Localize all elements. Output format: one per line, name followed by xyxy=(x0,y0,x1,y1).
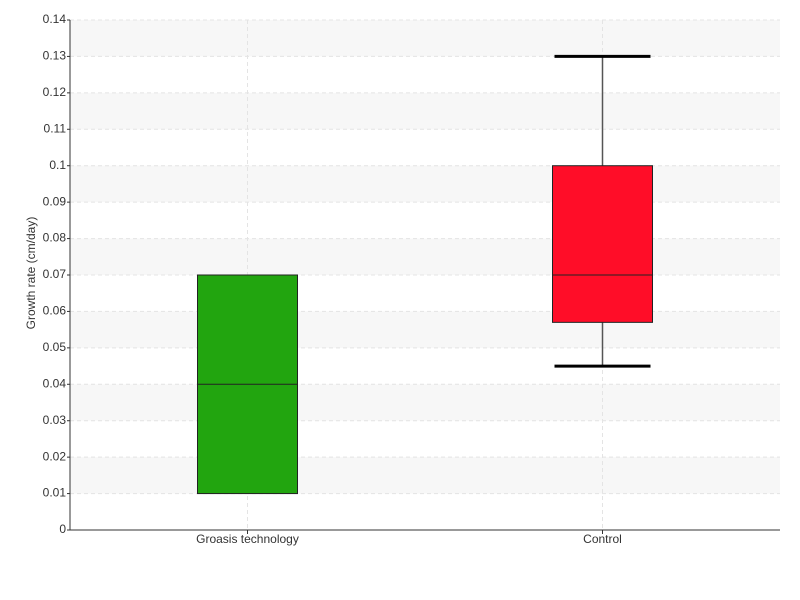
x-tick-label: Groasis technology xyxy=(196,532,299,546)
y-tick-label: 0.03 xyxy=(43,413,67,427)
grid-band xyxy=(70,311,780,348)
y-tick-label: 0 xyxy=(59,522,66,536)
y-tick-label: 0.12 xyxy=(43,85,67,99)
x-tick-label: Control xyxy=(583,532,622,546)
y-tick-label: 0.09 xyxy=(43,194,67,208)
y-tick-label: 0.07 xyxy=(43,267,67,281)
y-tick-label: 0.05 xyxy=(43,340,67,354)
grid-band xyxy=(70,20,780,57)
y-tick-label: 0.01 xyxy=(43,486,67,500)
y-axis-label: Growth rate (cm/day) xyxy=(24,217,38,330)
grid-band xyxy=(70,92,780,130)
box xyxy=(552,165,653,323)
y-tick-label: 0.11 xyxy=(44,121,67,135)
y-tick-label: 0.02 xyxy=(43,449,67,463)
y-tick-label: 0.04 xyxy=(43,376,67,390)
grid-band xyxy=(70,165,780,203)
y-tick-label: 0.13 xyxy=(43,49,67,63)
y-tick-label: 0.08 xyxy=(43,231,67,245)
grid-band xyxy=(70,384,780,421)
y-tick-label: 0.14 xyxy=(43,12,67,26)
grid-band xyxy=(70,457,780,494)
y-tick-label: 0.1 xyxy=(49,158,66,172)
bands xyxy=(70,20,780,494)
y-tick-label: 0.06 xyxy=(43,304,67,318)
grid-band xyxy=(70,238,780,275)
